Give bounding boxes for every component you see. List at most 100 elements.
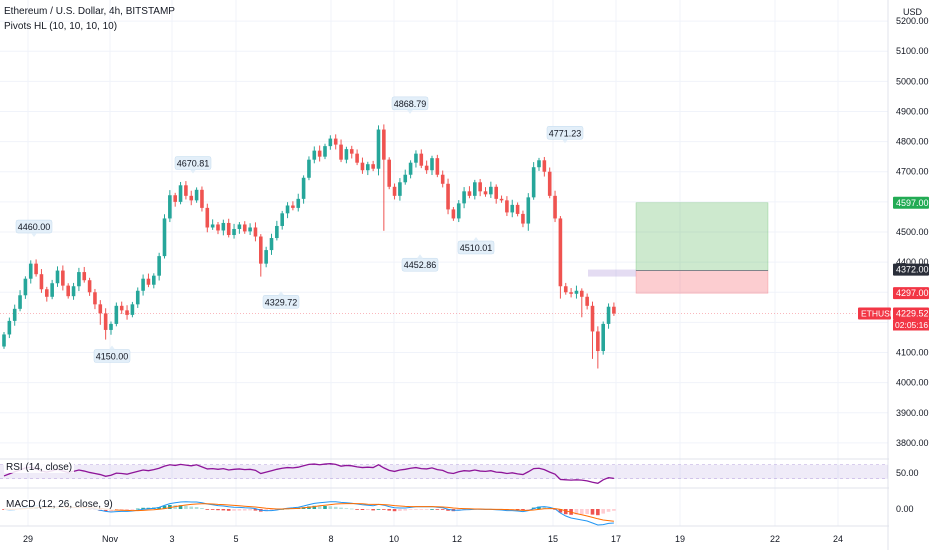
candle <box>590 305 595 332</box>
candle <box>216 224 220 231</box>
macd-histogram-bar <box>590 509 595 515</box>
candle <box>601 323 605 352</box>
rsi-label[interactable]: RSI (14, close) <box>4 462 75 473</box>
stop-price-tag: 4297.00 <box>896 288 929 298</box>
macd-histogram-bar <box>360 509 365 510</box>
candle <box>184 185 188 196</box>
macd-line <box>3 501 614 526</box>
macd-histogram-bar <box>435 509 440 510</box>
symbol-tag-bg <box>858 307 891 320</box>
candle <box>349 149 354 154</box>
time-tick-label: 22 <box>770 534 780 544</box>
candle <box>317 150 322 157</box>
candle <box>462 191 466 204</box>
time-tick-label: 15 <box>548 534 558 544</box>
indicator-label[interactable]: Pivots HL (10, 10, 10, 10) <box>4 21 118 32</box>
candle <box>323 146 327 157</box>
candle <box>168 195 172 219</box>
price-tick-label: 4800.00 <box>896 137 929 147</box>
candle <box>50 283 54 297</box>
candle <box>585 296 589 306</box>
candle <box>77 272 81 287</box>
macd-histogram-bar <box>130 509 135 510</box>
candle <box>558 218 563 287</box>
candle <box>146 278 151 285</box>
macd-histogram-bar <box>574 509 579 515</box>
candle <box>307 159 311 178</box>
macd-histogram-bar <box>226 509 231 511</box>
long-position-tool[interactable] <box>0 202 888 314</box>
price-tick-label: 4500.00 <box>896 227 929 237</box>
price-tick-label: 4900.00 <box>896 106 929 116</box>
candle <box>574 290 579 294</box>
macd-histogram-bar <box>248 509 252 511</box>
pivot-label: 4868.79 <box>394 99 427 109</box>
candle <box>45 289 49 297</box>
macd-histogram-bar <box>580 509 584 515</box>
candle <box>542 160 547 172</box>
candle <box>553 195 557 219</box>
candle <box>39 274 44 290</box>
rsi-band <box>0 464 888 479</box>
price-tick-label: 4400.00 <box>896 257 929 267</box>
symbol-tag: ETHUSD <box>861 309 896 319</box>
candle <box>242 224 247 232</box>
candle <box>355 153 359 163</box>
macd-histogram-bar <box>157 507 161 509</box>
macd-histogram-bar <box>440 509 445 510</box>
macd-histogram-bar <box>328 506 333 509</box>
price-tick-label: 4700.00 <box>896 167 929 177</box>
macd-histogram-bar <box>162 505 167 509</box>
macd-histogram-bar <box>408 509 413 510</box>
currency-label: USD <box>902 7 922 17</box>
macd-histogram-bar <box>542 506 547 509</box>
candle <box>510 204 515 213</box>
macd-label[interactable]: MACD (12, 26, close, 9) <box>4 499 115 510</box>
candle <box>173 195 177 202</box>
time-tick-label: 3 <box>169 534 174 544</box>
macd-histogram-bar <box>210 509 215 510</box>
macd-histogram-bar <box>189 506 194 509</box>
candle <box>253 227 258 237</box>
pivot-label: 4771.23 <box>549 128 582 138</box>
candle <box>98 304 103 314</box>
candle <box>515 204 520 214</box>
time-axis[interactable]: 29 Nov 3 5 8 10 12 15 17 19 22 24 <box>23 534 843 544</box>
macd-histogram-bar <box>430 509 434 510</box>
macd-histogram-bar <box>200 508 204 509</box>
candle <box>408 162 413 175</box>
candle <box>414 153 418 163</box>
candle <box>285 205 290 214</box>
time-tick-label: 24 <box>833 534 843 544</box>
macd-histogram-bar <box>312 505 317 509</box>
candle <box>312 150 317 160</box>
candle <box>366 164 370 171</box>
candle <box>2 334 6 347</box>
pivot-labels: 4460.00 4150.00 4670.81 4329.72 4868.79 4452.… <box>15 96 584 363</box>
candle <box>232 228 236 236</box>
position-target-zone <box>635 202 769 271</box>
candle <box>259 236 263 264</box>
rsi-tick-label: 50.00 <box>896 468 919 478</box>
rsi-pane <box>0 463 888 484</box>
price-tick-label: 5200.00 <box>896 16 929 26</box>
time-tick-label: 8 <box>328 534 333 544</box>
candle <box>456 203 461 219</box>
candle <box>210 224 215 228</box>
candle <box>135 290 140 305</box>
last-price-tag-bg <box>893 307 929 320</box>
macd-histogram-bar <box>237 509 242 511</box>
macd-histogram-bar <box>387 509 391 511</box>
macd-histogram-bar <box>366 509 370 510</box>
macd-histogram-bar <box>333 506 338 509</box>
macd-histogram-bar <box>382 509 386 510</box>
candle <box>280 213 284 226</box>
pivot-label-pointer <box>31 233 37 238</box>
macd-histogram-bar <box>232 509 236 511</box>
macd-histogram-bar <box>221 509 226 511</box>
candle <box>87 280 92 293</box>
candle <box>189 195 194 201</box>
candle <box>371 164 375 169</box>
